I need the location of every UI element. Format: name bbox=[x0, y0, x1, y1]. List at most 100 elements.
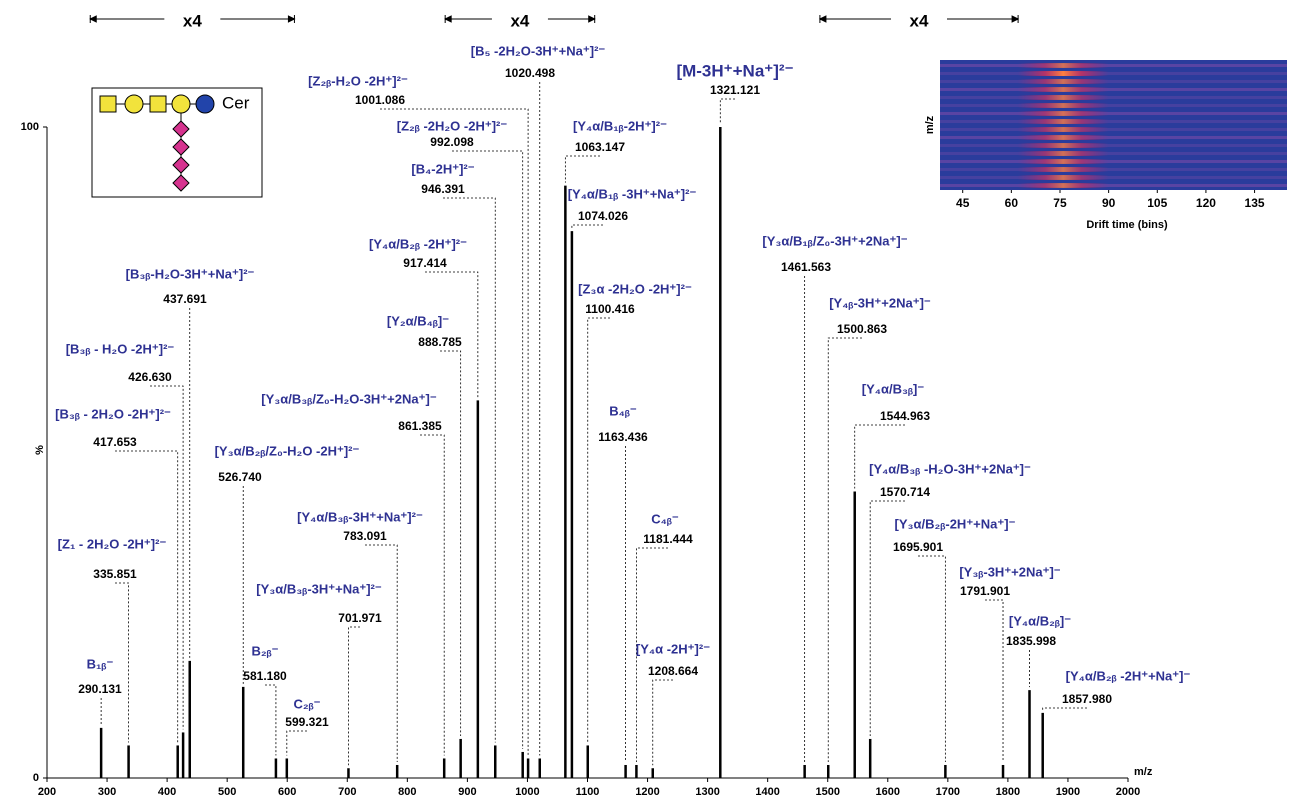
leader-line bbox=[365, 545, 397, 762]
mz-label: 946.391 bbox=[421, 182, 465, 196]
mz-label: 1181.444 bbox=[643, 532, 693, 546]
mz-label: 426.630 bbox=[128, 370, 172, 384]
ion-label: [Z₃α -2H₂O -2H⁺]²⁻ bbox=[578, 281, 692, 296]
inset-tick-label: 90 bbox=[1102, 196, 1116, 210]
x-tick-label: 400 bbox=[158, 786, 176, 798]
heatmap-stripe bbox=[940, 160, 1287, 163]
ion-label: [Y₄α/B₂ᵦ -2H⁺]²⁻ bbox=[369, 236, 467, 251]
mz-label: 1791.901 bbox=[960, 584, 1010, 598]
heatmap-hot bbox=[1018, 87, 1109, 92]
leader-line bbox=[828, 338, 862, 762]
heatmap-hot bbox=[1018, 63, 1109, 68]
mz-label: 1100.416 bbox=[585, 302, 635, 316]
leader-line bbox=[985, 600, 1003, 762]
mz-label: 888.785 bbox=[418, 335, 462, 349]
heatmap-stripe bbox=[940, 176, 1287, 179]
ion-label: [Y₄ᵦ-3H⁺+2Na⁺]⁻ bbox=[829, 295, 931, 310]
inset-x-label: Drift time (bins) bbox=[1086, 219, 1168, 231]
ion-label: [Y₄α/B₁ᵦ -3H⁺+Na⁺]²⁻ bbox=[568, 186, 697, 201]
x-tick-label: 1600 bbox=[876, 786, 900, 798]
zoom-label: x4 bbox=[910, 11, 929, 30]
mz-label: 437.691 bbox=[163, 292, 207, 306]
ion-label: [Y₃α/B₂ᵦ/Z₀-H₂O -2H⁺]²⁻ bbox=[215, 443, 360, 458]
x-tick-label: 1400 bbox=[755, 786, 779, 798]
ion-label: [Y₄α/B₃ᵦ -H₂O-3H⁺+2Na⁺]⁻ bbox=[869, 461, 1031, 476]
x-tick-label: 1100 bbox=[576, 786, 600, 798]
ion-label: [Z₁ - 2H₂O -2H⁺]²⁻ bbox=[58, 536, 167, 551]
ion-label: [Y₃α/B₂ᵦ-2H⁺+Na⁺]⁻ bbox=[895, 516, 1016, 531]
x-tick-label: 1900 bbox=[1056, 786, 1080, 798]
heatmap-stripe bbox=[940, 64, 1287, 67]
inset-y-label: m/z bbox=[924, 115, 936, 134]
x-tick-label: 2000 bbox=[1116, 786, 1140, 798]
mz-label: 1063.147 bbox=[575, 140, 625, 154]
heatmap-hot bbox=[1018, 143, 1109, 148]
heatmap-hot bbox=[1018, 159, 1109, 164]
x-tick-label: 1000 bbox=[515, 786, 539, 798]
x-axis-label: m/z bbox=[1134, 766, 1153, 778]
x-tick-label: 300 bbox=[98, 786, 116, 798]
mz-label: 1074.026 bbox=[578, 209, 628, 223]
heatmap-stripe bbox=[940, 80, 1287, 83]
leader-line bbox=[440, 351, 461, 736]
mz-label: 290.131 bbox=[78, 682, 122, 696]
ion-label: [Y₄α/B₃ᵦ]⁻ bbox=[862, 381, 925, 396]
ion-label: [Y₄α/B₂ᵦ -2H⁺+Na⁺]⁻ bbox=[1066, 668, 1191, 683]
heatmap-hot bbox=[1018, 71, 1109, 76]
heatmap-hot bbox=[1018, 111, 1109, 116]
mz-label: 1321.121 bbox=[710, 83, 760, 97]
chart: Cer 010020030040050060070080090010001100… bbox=[0, 0, 1290, 799]
leader-line bbox=[918, 556, 945, 762]
leader-line bbox=[115, 451, 178, 742]
heatmap-stripe bbox=[940, 112, 1287, 115]
mz-label: 1695.901 bbox=[893, 540, 943, 554]
heatmap-hot bbox=[1018, 135, 1109, 140]
x-tick-label: 700 bbox=[338, 786, 356, 798]
mz-label: 992.098 bbox=[430, 135, 474, 149]
y-tick-label: 0 bbox=[33, 772, 39, 784]
ion-label: [B₅ -2H₂O-3H⁺+Na⁺]²⁻ bbox=[471, 43, 606, 58]
ion-label: [Y₄α/B₁ᵦ-2H⁺]²⁻ bbox=[573, 118, 667, 133]
ion-label: [Z₂ᵦ-H₂O -2H⁺]²⁻ bbox=[308, 73, 408, 88]
leader-line bbox=[565, 156, 600, 183]
heatmap-stripe bbox=[940, 120, 1287, 123]
mz-label: 1461.563 bbox=[781, 260, 831, 274]
y-axis-label: % bbox=[34, 445, 46, 455]
mz-label: 526.740 bbox=[218, 470, 262, 484]
heatmap-stripe bbox=[940, 88, 1287, 91]
ion-label: [Y₃α/B₃ᵦ-3H⁺+Na⁺]²⁻ bbox=[256, 581, 382, 596]
x-tick-label: 900 bbox=[458, 786, 476, 798]
mz-label: 1208.664 bbox=[648, 664, 698, 678]
mz-label: 1835.998 bbox=[1006, 634, 1056, 648]
mz-label: 1857.980 bbox=[1062, 692, 1112, 706]
leader-line bbox=[653, 680, 673, 765]
glycan-structure: Cer bbox=[92, 88, 262, 197]
x-tick-label: 200 bbox=[38, 786, 56, 798]
leader-line bbox=[420, 435, 444, 755]
mz-label: 581.180 bbox=[243, 669, 287, 683]
leader-line bbox=[443, 198, 495, 742]
heatmap-stripe bbox=[940, 152, 1287, 155]
ion-label: [Y₃ᵦ-3H⁺+2Na⁺]⁻ bbox=[959, 564, 1060, 579]
ion-label: [M-3H⁺+Na⁺]²⁻ bbox=[676, 61, 793, 80]
mz-label: 1544.963 bbox=[880, 409, 930, 423]
ion-label: C₂ᵦ⁻ bbox=[293, 696, 320, 711]
ion-label: [Y₂α/B₄ᵦ]⁻ bbox=[387, 313, 449, 328]
heatmap-hot bbox=[1018, 119, 1109, 124]
heatmap-stripe bbox=[940, 136, 1287, 139]
heatmap-hot bbox=[1018, 127, 1109, 132]
ion-label: [Y₄α/B₂ᵦ]⁻ bbox=[1009, 613, 1071, 628]
leader-line bbox=[265, 685, 276, 755]
mz-label: 417.653 bbox=[93, 435, 137, 449]
x-tick-label: 1200 bbox=[635, 786, 659, 798]
x-tick-label: 600 bbox=[278, 786, 296, 798]
heatmap-hot bbox=[1018, 175, 1109, 180]
ion-label: [B₃ᵦ-H₂O-3H⁺+Na⁺]²⁻ bbox=[126, 266, 255, 281]
ion-label: [B₃ᵦ - H₂O -2H⁺]²⁻ bbox=[66, 341, 175, 356]
leader-line bbox=[720, 99, 735, 124]
ion-label: [Y₄α -2H⁺]²⁻ bbox=[636, 641, 710, 656]
heatmap-stripe bbox=[940, 104, 1287, 107]
mz-label: 1500.863 bbox=[837, 322, 887, 336]
heatmap-hot bbox=[1018, 151, 1109, 156]
leader-line bbox=[287, 731, 307, 755]
